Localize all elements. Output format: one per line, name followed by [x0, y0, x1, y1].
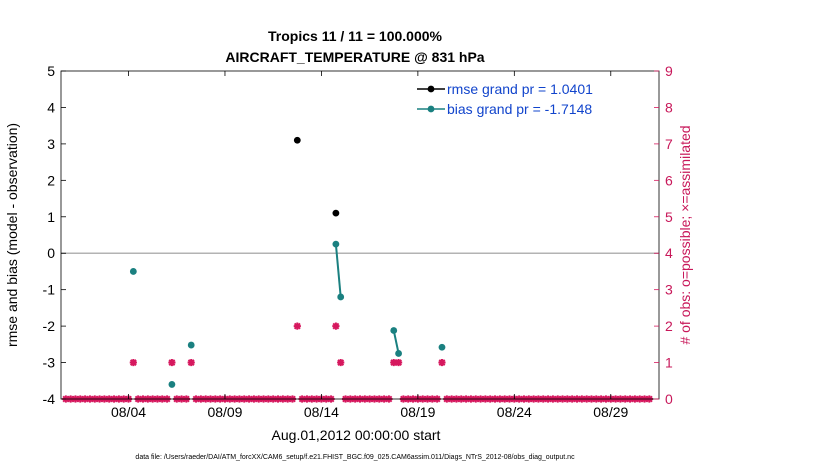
bias-line [392, 330, 400, 354]
right-tick-label: 5 [665, 209, 673, 225]
data-file-footnote: data file: /Users/raeder/DAI/ATM_forcXX/… [135, 454, 575, 461]
obs-count-marker [168, 358, 176, 367]
left-tick-label: 3 [47, 136, 55, 152]
x-tick-label: 08/09 [207, 404, 242, 420]
left-tick-label: -4 [43, 391, 56, 407]
obs-count-markers [62, 323, 653, 403]
bias-point [129, 268, 137, 275]
right-tick-label: 1 [665, 355, 673, 371]
right-tick-label: 7 [665, 136, 673, 152]
bias-series [129, 240, 446, 388]
x-axis-ticks: 08/04 08/09 08/14 08/19 08/24 08/29 [111, 71, 628, 420]
bias-point [168, 381, 176, 388]
left-tick-label: 0 [47, 245, 55, 261]
bias-point [395, 350, 402, 357]
y-axis-label-left: rmse and bias (model - observation) [4, 123, 20, 347]
right-axis-ticks: 0 1 2 3 4 5 6 7 8 9 [654, 63, 673, 407]
bias-line [334, 244, 342, 298]
x-tick-label: 08/24 [497, 404, 532, 420]
legend-rmse: rmse grand pr = 1.0401 [417, 81, 593, 97]
right-tick-label: 2 [665, 318, 673, 334]
obs-count-marker [293, 322, 301, 330]
legend-bias: bias grand pr = -1.7148 [417, 101, 592, 117]
legend-rmse-marker [427, 85, 435, 93]
left-tick-label: -2 [43, 318, 56, 334]
right-tick-label: 0 [665, 391, 673, 407]
left-tick-label: -3 [43, 355, 56, 371]
bias-point [337, 293, 345, 301]
x-tick-label: 08/14 [304, 404, 339, 420]
obs-count-marker [438, 358, 446, 367]
plot-frame [60, 70, 660, 400]
rmse-point [332, 209, 340, 217]
obs-count-marker [187, 358, 195, 367]
obs-count-marker [332, 322, 340, 330]
bias-point [332, 240, 340, 248]
right-tick-label: 4 [665, 245, 673, 261]
left-tick-label: 1 [47, 209, 55, 225]
bias-point [438, 343, 446, 351]
legend-rmse-label: rmse grand pr = 1.0401 [447, 81, 593, 97]
obs-count-marker [337, 358, 345, 367]
left-axis-ticks: -4 -3 -2 -1 0 1 2 3 4 5 [43, 63, 66, 407]
y-axis-label-right: # of obs: o=possible; ×=assimilated [677, 125, 693, 344]
x-tick-label: 08/04 [111, 404, 146, 420]
left-tick-label: 5 [47, 63, 55, 79]
legend: rmse grand pr = 1.0401 bias grand pr = -… [417, 81, 593, 117]
legend-bias-marker [427, 105, 435, 113]
left-tick-label: 4 [47, 99, 55, 115]
left-tick-label: 2 [47, 172, 55, 188]
chart-title-line1: Tropics 11 / 11 = 100.000% [268, 28, 443, 44]
right-tick-label: 3 [665, 282, 673, 298]
chart-title-line2: AIRCRAFT_TEMPERATURE @ 831 hPa [225, 49, 484, 65]
legend-bias-label: bias grand pr = -1.7148 [447, 101, 592, 117]
obs-count-marker [129, 358, 137, 367]
x-tick-label: 08/19 [400, 404, 435, 420]
right-tick-label: 6 [665, 172, 673, 188]
x-axis-label: Aug.01,2012 00:00:00 start [272, 427, 441, 443]
rmse-series [293, 136, 340, 217]
x-tick-label: 08/29 [593, 404, 628, 420]
bias-point [390, 327, 398, 334]
rmse-point [293, 136, 301, 144]
right-tick-label: 8 [665, 99, 673, 115]
obs-count-marker [394, 358, 403, 367]
obs-count-marker [390, 358, 398, 367]
left-tick-label: -1 [43, 282, 56, 298]
right-tick-label: 9 [665, 63, 673, 79]
bias-point [187, 341, 195, 349]
